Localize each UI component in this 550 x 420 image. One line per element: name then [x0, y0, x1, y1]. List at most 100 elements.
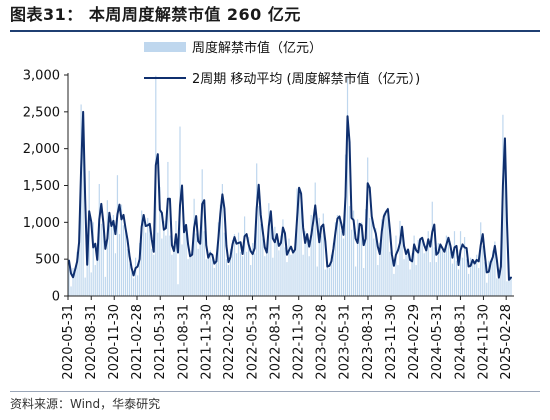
bar	[427, 231, 429, 296]
bar	[482, 245, 484, 296]
bar	[90, 272, 92, 296]
bar	[126, 248, 129, 296]
bar	[68, 260, 70, 296]
bar	[112, 214, 115, 296]
x-tick-label: 2022-05-31	[245, 304, 260, 380]
bar	[141, 210, 143, 296]
bar	[264, 256, 266, 296]
bar	[387, 207, 389, 296]
x-tick-label: 2021-11-30	[199, 304, 214, 380]
y-tick-label: 1,500	[23, 179, 60, 194]
bar	[203, 231, 205, 296]
bar	[437, 242, 439, 296]
bar	[459, 231, 462, 296]
bar	[451, 263, 454, 296]
bar	[199, 238, 201, 296]
bar	[177, 284, 179, 296]
bar	[328, 268, 330, 296]
bar	[260, 223, 262, 296]
bar	[375, 228, 377, 296]
bar	[270, 219, 272, 296]
bar	[145, 232, 147, 296]
figure-header: 图表31： 本周周度解禁市值 260 亿元	[0, 0, 550, 32]
bar	[484, 262, 486, 296]
bar	[373, 238, 375, 296]
bar	[354, 266, 357, 296]
bar	[397, 265, 399, 296]
bar	[209, 250, 211, 296]
bar	[108, 225, 110, 296]
x-tick-label: 2020-08-31	[84, 304, 99, 380]
x-tick-label: 2023-02-28	[314, 304, 329, 380]
bar	[359, 228, 361, 296]
bar	[231, 240, 234, 296]
bar	[310, 214, 312, 296]
bar	[284, 247, 286, 296]
y-tick-label: 2,500	[23, 105, 60, 120]
x-tick-label: 2024-02-29	[407, 304, 422, 380]
x-tick-label: 2021-08-31	[176, 304, 191, 380]
bar	[175, 220, 177, 296]
bar	[128, 263, 131, 296]
bar	[421, 237, 423, 296]
bar	[318, 217, 320, 296]
x-tick-label: 2023-11-30	[384, 304, 399, 380]
bar	[417, 240, 419, 296]
bar	[278, 250, 280, 296]
bar	[470, 257, 472, 296]
bar	[361, 222, 363, 296]
bar	[439, 245, 441, 296]
bar	[316, 266, 318, 296]
bar	[169, 235, 171, 296]
title-rule	[10, 30, 540, 32]
bar	[357, 219, 359, 296]
bar	[114, 253, 117, 296]
bar	[116, 175, 119, 296]
bar	[207, 256, 209, 296]
bar	[149, 229, 151, 296]
bar	[266, 248, 268, 296]
bar	[336, 214, 339, 296]
bar	[76, 251, 78, 296]
bar	[405, 248, 407, 296]
bar	[294, 248, 296, 296]
bar	[441, 250, 443, 296]
moving-average-line	[68, 110, 512, 281]
bar	[221, 184, 223, 296]
bar	[443, 253, 445, 296]
bar	[193, 198, 195, 296]
bar	[286, 262, 288, 296]
bar	[235, 253, 238, 296]
bar	[268, 203, 270, 296]
bar	[86, 251, 88, 296]
legend-label-bar: 周度解禁市值（亿元）	[192, 40, 322, 56]
x-tick-label: 2023-08-31	[361, 304, 376, 380]
source-note: 资料来源：Wind，华泰研究	[10, 397, 161, 411]
bar	[423, 253, 425, 296]
bar	[183, 220, 185, 296]
axes-layer: 0 500 1,000 1,500 2,000 2,500 3,000 2020-05-31 2…	[23, 69, 514, 380]
y-tick-label: 0	[52, 290, 60, 305]
bar	[433, 247, 435, 296]
bar	[391, 257, 393, 296]
bar	[461, 257, 464, 296]
bar	[165, 235, 167, 296]
bar	[256, 163, 258, 296]
x-tick-label: 2022-11-30	[292, 304, 307, 380]
bar	[445, 235, 448, 296]
bar	[124, 231, 127, 296]
x-tick-label: 2022-08-31	[269, 304, 284, 380]
x-tick-label: 2023-05-31	[338, 304, 353, 380]
bar	[306, 237, 308, 296]
bar	[399, 220, 401, 296]
bar	[330, 254, 332, 296]
bar	[322, 213, 324, 296]
bar	[342, 238, 345, 296]
bar	[401, 232, 403, 296]
bar	[217, 222, 219, 296]
bar	[377, 265, 379, 296]
bar	[407, 250, 409, 296]
bar	[352, 210, 355, 296]
bar	[181, 244, 183, 296]
bar	[197, 248, 199, 296]
